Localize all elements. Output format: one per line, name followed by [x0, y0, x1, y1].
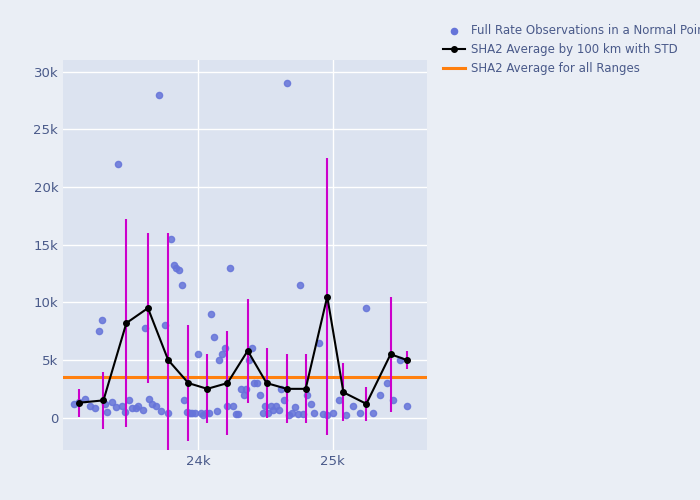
Point: [195, 409, 206, 417]
Point: [184, 409, 195, 417]
Point: [209, 333, 220, 341]
Point: [354, 409, 365, 417]
Point: [314, 338, 325, 346]
Point: [153, 90, 164, 98]
Point: [102, 408, 113, 416]
Point: [126, 404, 137, 412]
Point: [110, 404, 121, 411]
Point: [193, 350, 204, 358]
Point: [276, 385, 287, 393]
Point: [150, 402, 162, 410]
Point: [394, 356, 405, 364]
Point: [160, 322, 171, 330]
Point: [334, 396, 345, 404]
Point: [254, 390, 265, 398]
Point: [232, 410, 244, 418]
Point: [139, 324, 150, 332]
Point: [235, 385, 246, 393]
Point: [90, 404, 101, 412]
Point: [211, 407, 223, 415]
Point: [292, 410, 303, 418]
Point: [251, 379, 262, 387]
Point: [146, 400, 158, 408]
Point: [94, 327, 105, 335]
Point: [187, 409, 198, 417]
Point: [360, 304, 372, 312]
Point: [284, 412, 295, 420]
Point: [228, 402, 239, 410]
Point: [289, 404, 300, 411]
Point: [225, 264, 236, 272]
Point: [178, 396, 190, 404]
Legend: Full Rate Observations in a Normal Point, SHA2 Average by 100 km with STD, SHA2 : Full Rate Observations in a Normal Point…: [440, 21, 700, 79]
Point: [267, 406, 279, 413]
Point: [79, 395, 90, 403]
Point: [257, 409, 268, 417]
Point: [68, 400, 79, 408]
Point: [130, 404, 141, 412]
Point: [117, 402, 128, 410]
Point: [295, 281, 306, 289]
Point: [246, 344, 258, 352]
Point: [388, 396, 399, 404]
Point: [168, 262, 179, 270]
Point: [222, 402, 233, 410]
Point: [74, 398, 85, 406]
Point: [281, 79, 293, 87]
Point: [97, 316, 108, 324]
Point: [176, 281, 187, 289]
Point: [120, 408, 131, 416]
Point: [203, 409, 214, 417]
Point: [99, 400, 111, 408]
Point: [262, 409, 274, 417]
Point: [171, 264, 182, 272]
Point: [286, 409, 297, 417]
Point: [401, 402, 412, 410]
Point: [219, 344, 230, 352]
Point: [298, 410, 309, 418]
Point: [347, 402, 358, 410]
Point: [248, 379, 260, 387]
Point: [244, 356, 255, 364]
Point: [302, 390, 313, 398]
Point: [156, 407, 167, 415]
Point: [144, 395, 155, 403]
Point: [113, 160, 124, 168]
Point: [265, 402, 276, 410]
Point: [230, 410, 241, 418]
Point: [200, 409, 211, 417]
Point: [238, 390, 249, 398]
Point: [174, 266, 185, 274]
Point: [327, 409, 338, 417]
Point: [133, 402, 144, 410]
Point: [85, 402, 96, 410]
Point: [106, 398, 117, 406]
Point: [321, 412, 332, 420]
Point: [340, 412, 351, 420]
Point: [206, 310, 217, 318]
Point: [197, 412, 209, 420]
Point: [181, 408, 193, 416]
Point: [162, 409, 174, 417]
Point: [214, 356, 225, 364]
Point: [318, 410, 329, 418]
Point: [260, 402, 271, 410]
Point: [279, 396, 290, 404]
Point: [273, 406, 284, 413]
Point: [165, 235, 176, 243]
Point: [241, 385, 252, 393]
Point: [368, 409, 379, 417]
Point: [308, 409, 319, 417]
Point: [123, 396, 134, 404]
Point: [270, 402, 281, 410]
Point: [305, 400, 316, 408]
Point: [216, 350, 228, 358]
Point: [381, 379, 392, 387]
Point: [374, 390, 386, 398]
Point: [137, 406, 148, 413]
Point: [190, 409, 201, 417]
